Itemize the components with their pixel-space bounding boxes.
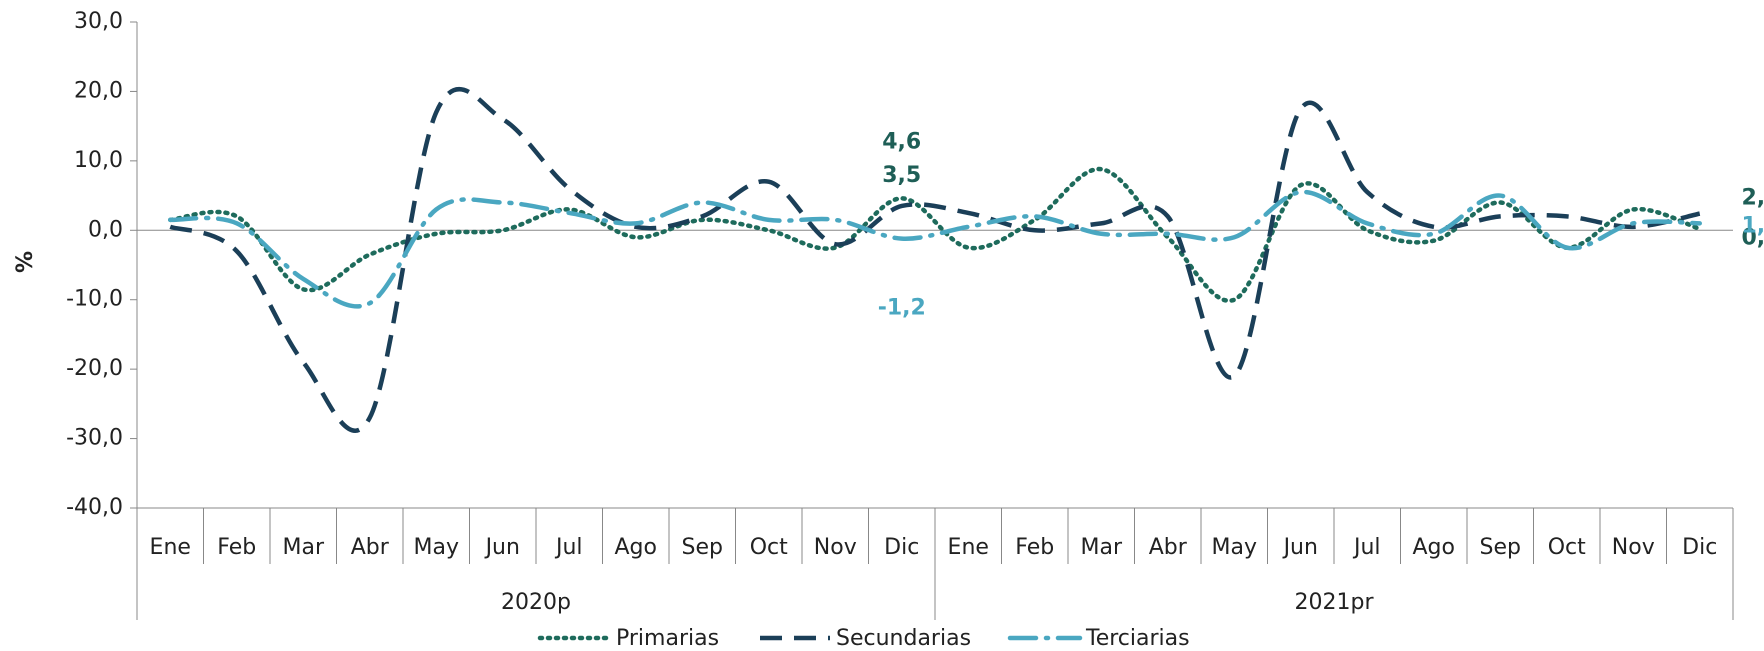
x-tick-label: Jul <box>1352 535 1381 560</box>
x-tick-label: Nov <box>1612 535 1655 560</box>
legend-label: Secundarias <box>836 626 971 651</box>
x-tick-label: Jun <box>1282 535 1318 560</box>
series-line <box>168 189 1702 309</box>
series-line <box>168 166 1702 303</box>
legend-label: Terciarias <box>1085 626 1190 651</box>
data-label: 4,6 <box>882 129 921 154</box>
x-tick-label: Sep <box>682 535 723 560</box>
x-tick-label: Oct <box>1548 535 1586 560</box>
y-tick-label: 30,0 <box>74 9 123 34</box>
group-label: 2020p <box>501 590 571 615</box>
x-tick-label: Mar <box>282 535 324 560</box>
y-tick-label: -40,0 <box>66 495 123 520</box>
y-tick-label: -10,0 <box>66 287 123 312</box>
x-tick-label: Ene <box>150 535 191 560</box>
y-tick-label: 20,0 <box>74 78 123 103</box>
x-tick-label: May <box>1212 535 1257 560</box>
x-tick-label: Sep <box>1480 535 1521 560</box>
x-tick-label: Nov <box>814 535 857 560</box>
x-tick-label: Ago <box>1413 535 1455 560</box>
y-axis-label: % <box>13 251 38 273</box>
x-tick-label: Abr <box>1149 535 1188 560</box>
data-label: 3,5 <box>882 163 921 188</box>
y-tick-label: 0,0 <box>88 217 123 242</box>
group-label: 2021pr <box>1295 590 1375 615</box>
x-tick-label: Jul <box>554 535 583 560</box>
x-tick-label: Dic <box>1682 535 1717 560</box>
legend-label: Primarias <box>616 626 719 651</box>
x-tick-label: Dic <box>884 535 919 560</box>
y-tick-label: 10,0 <box>74 148 123 173</box>
series-line <box>169 86 1701 433</box>
y-tick-label: -20,0 <box>66 356 123 381</box>
x-tick-label: Oct <box>750 535 788 560</box>
x-tick-label: Jun <box>484 535 520 560</box>
x-tick-label: Feb <box>217 535 256 560</box>
data-label: 2,4 <box>1742 185 1764 210</box>
x-tick-label: Mar <box>1080 535 1122 560</box>
x-tick-label: May <box>414 535 459 560</box>
data-label: 1,0 <box>1742 213 1764 238</box>
x-tick-label: Ene <box>948 535 989 560</box>
x-tick-label: Ago <box>615 535 657 560</box>
data-label: 0,2 <box>1742 225 1764 250</box>
data-label: -1,2 <box>878 295 926 320</box>
x-tick-label: Feb <box>1015 535 1054 560</box>
y-tick-label: -30,0 <box>66 426 123 451</box>
x-tick-label: Abr <box>351 535 390 560</box>
